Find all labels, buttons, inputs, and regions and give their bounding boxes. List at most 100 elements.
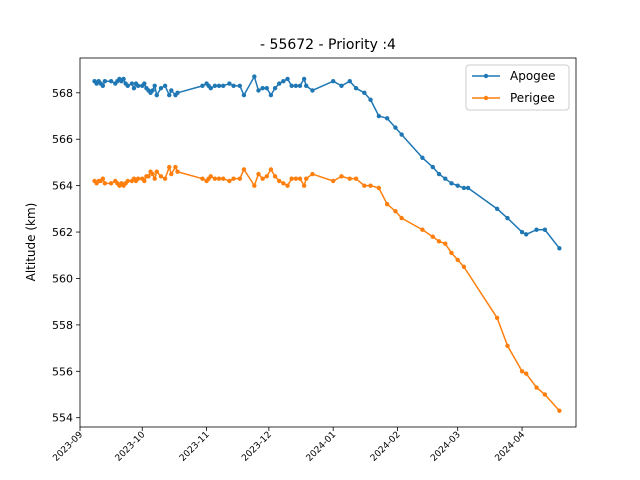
perigee-point bbox=[289, 176, 294, 181]
perigee-point bbox=[330, 178, 336, 184]
apogee-point bbox=[297, 83, 303, 89]
x-tick-label: 2023-11 bbox=[178, 430, 212, 464]
perigee-point bbox=[125, 178, 130, 184]
legend-label-apogee: Apogee bbox=[510, 69, 556, 83]
apogee-point bbox=[399, 132, 404, 137]
perigee-point bbox=[519, 369, 525, 374]
y-tick-label: 568 bbox=[52, 87, 73, 100]
apogee-point bbox=[108, 79, 114, 84]
perigee-point bbox=[227, 178, 232, 184]
apogee-point bbox=[208, 85, 213, 91]
perigee-point bbox=[449, 250, 454, 256]
perigee-point bbox=[142, 178, 147, 184]
perigee-point bbox=[237, 176, 242, 181]
apogee-point bbox=[277, 81, 282, 86]
perigee-point bbox=[102, 181, 108, 186]
apogee-point bbox=[231, 83, 236, 89]
perigee-point bbox=[231, 176, 236, 181]
apogee-point bbox=[252, 74, 257, 79]
y-tick-label: 564 bbox=[52, 180, 73, 193]
apogee-point bbox=[131, 85, 137, 91]
apogee-point bbox=[150, 88, 155, 93]
y-tick-label: 558 bbox=[52, 319, 73, 332]
perigee-point bbox=[154, 169, 159, 174]
apogee-point bbox=[285, 76, 290, 82]
apogee-point bbox=[102, 79, 108, 84]
apogee-point bbox=[353, 85, 359, 91]
perigee-point bbox=[256, 171, 261, 177]
legend-marker-apogee bbox=[483, 73, 489, 79]
x-tick-label: 2024-01 bbox=[305, 430, 339, 464]
apogee-point bbox=[289, 83, 294, 89]
perigee-point bbox=[347, 176, 352, 181]
perigee-point bbox=[393, 208, 398, 214]
perigee-point bbox=[108, 181, 114, 186]
perigee-point bbox=[542, 392, 548, 397]
apogee-point bbox=[154, 92, 159, 98]
apogee-point bbox=[534, 227, 539, 232]
apogee-point bbox=[152, 83, 157, 89]
perigee-point bbox=[293, 176, 299, 181]
chart-title: - 55672 - Priority :4 bbox=[260, 37, 396, 53]
perigee-point bbox=[173, 164, 178, 170]
apogee-point bbox=[281, 79, 286, 84]
apogee-point bbox=[175, 90, 180, 96]
perigee-point bbox=[272, 174, 278, 179]
perigee-point bbox=[461, 264, 467, 270]
apogee-point bbox=[256, 88, 261, 93]
perigee-point bbox=[200, 176, 205, 181]
perigee-point bbox=[169, 171, 174, 177]
apogee-point bbox=[368, 97, 373, 102]
perigee-point bbox=[277, 178, 282, 184]
apogee-point bbox=[121, 76, 126, 82]
perigee-point bbox=[430, 234, 435, 239]
apogee-point bbox=[436, 171, 442, 177]
y-tick-label: 566 bbox=[52, 133, 73, 146]
apogee-point bbox=[542, 227, 548, 232]
apogee-point bbox=[158, 85, 164, 91]
apogee-point bbox=[237, 83, 242, 89]
perigee-point bbox=[436, 239, 442, 244]
apogee-point bbox=[310, 88, 315, 93]
perigee-point bbox=[534, 385, 539, 390]
apogee-point bbox=[339, 83, 344, 89]
perigee-point bbox=[494, 315, 500, 321]
apogee-point bbox=[443, 176, 448, 181]
perigee-point bbox=[241, 167, 247, 172]
apogee-point bbox=[376, 113, 382, 119]
perigee-point bbox=[297, 176, 303, 181]
perigee-point bbox=[281, 181, 286, 186]
x-tick-label: 2023-12 bbox=[240, 430, 274, 464]
apogee-point bbox=[162, 83, 168, 89]
perigee-point bbox=[175, 169, 180, 174]
x-tick-label: 2024-02 bbox=[369, 430, 403, 464]
apogee-point bbox=[461, 185, 467, 191]
perigee-point bbox=[221, 176, 226, 181]
apogee-point bbox=[465, 185, 471, 191]
apogee-point bbox=[362, 90, 367, 96]
perigee-point bbox=[264, 174, 269, 179]
perigee-point bbox=[100, 176, 106, 181]
perigee-point bbox=[443, 241, 448, 246]
perigee-point bbox=[399, 215, 404, 221]
perigee-point bbox=[523, 371, 529, 376]
perigee-point bbox=[557, 408, 562, 413]
perigee-point bbox=[260, 176, 265, 181]
perigee-point bbox=[162, 176, 168, 181]
apogee-point bbox=[135, 83, 141, 89]
apogee-point bbox=[519, 229, 525, 235]
apogee-point bbox=[420, 155, 425, 160]
perigee-point bbox=[353, 176, 359, 181]
perigee-point bbox=[252, 183, 257, 188]
apogee-point bbox=[505, 215, 510, 221]
perigee-point bbox=[152, 176, 157, 181]
y-tick-label: 560 bbox=[52, 272, 73, 285]
perigee-point bbox=[208, 174, 213, 179]
perigee-point bbox=[368, 183, 373, 188]
apogee-point bbox=[272, 85, 278, 91]
x-tick-label: 2024-04 bbox=[493, 430, 527, 464]
perigee-point bbox=[158, 174, 164, 179]
apogee-point bbox=[393, 125, 398, 130]
apogee-point bbox=[200, 83, 205, 89]
plot-frame bbox=[79, 57, 577, 428]
